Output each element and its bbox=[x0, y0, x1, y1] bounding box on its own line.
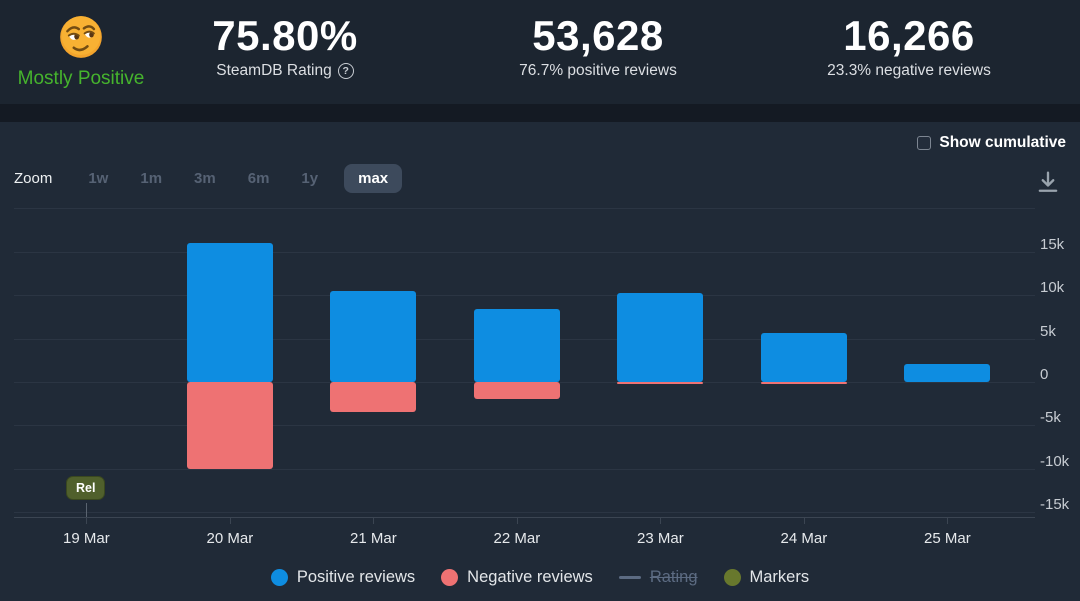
zoom-option-1w[interactable]: 1w bbox=[88, 170, 109, 187]
gridline bbox=[14, 295, 1035, 297]
legend-item-markers[interactable]: Markers bbox=[723, 568, 810, 587]
zoom-option-3m[interactable]: 3m bbox=[194, 170, 216, 187]
y-axis-label: -5k bbox=[1040, 409, 1061, 427]
review-chart-panel: Show cumulative Zoom 1w 1m 3m 6m 1y max … bbox=[0, 122, 1080, 601]
rating-summary: Mostly Positive bbox=[6, 14, 156, 90]
legend-label: Markers bbox=[749, 568, 810, 586]
x-axis-label: 19 Mar bbox=[63, 530, 110, 547]
gridline bbox=[14, 468, 1035, 470]
y-axis-label: -10k bbox=[1040, 452, 1070, 470]
x-axis-label: 21 Mar bbox=[350, 530, 397, 547]
x-axis-line bbox=[14, 517, 1035, 518]
y-axis-label: 0 bbox=[1040, 366, 1049, 383]
gridline bbox=[14, 251, 1035, 253]
y-axis-label: 15k bbox=[1040, 235, 1065, 253]
zoom-controls: Zoom 1w 1m 3m 6m 1y max bbox=[14, 164, 414, 193]
stat-positive-reviews: 53,628 76.7% positive reviews bbox=[438, 14, 758, 80]
stat-negative-reviews: 16,266 23.3% negative reviews bbox=[749, 14, 1069, 80]
smirking-face-emoji-icon bbox=[58, 14, 104, 60]
x-axis-tick bbox=[229, 518, 231, 524]
gridline bbox=[14, 425, 1035, 427]
negative-series-dot-icon bbox=[441, 569, 459, 586]
positive-reviews-count: 53,628 bbox=[532, 12, 664, 59]
x-axis-tick bbox=[947, 518, 949, 524]
steamdb-rating-label: SteamDB Rating ? bbox=[125, 62, 445, 80]
x-axis-tick bbox=[803, 518, 805, 524]
bar-positive[interactable] bbox=[904, 364, 991, 382]
download-icon[interactable] bbox=[1034, 168, 1062, 196]
legend-item-positive-reviews[interactable]: Positive reviews bbox=[270, 568, 416, 587]
positive-series-dot-icon bbox=[270, 569, 288, 586]
show-cumulative-checkbox[interactable] bbox=[917, 136, 932, 150]
x-axis-tick bbox=[373, 518, 375, 524]
zoom-option-max[interactable]: max bbox=[344, 164, 403, 193]
zoom-option-6m[interactable]: 6m bbox=[247, 170, 270, 187]
markers-series-dot-icon bbox=[723, 569, 741, 586]
x-axis-label: 25 Mar bbox=[924, 530, 971, 547]
legend-label: Rating bbox=[649, 568, 698, 586]
bar-negative[interactable] bbox=[473, 382, 560, 400]
help-icon[interactable]: ? bbox=[337, 63, 354, 79]
zoom-option-1m[interactable]: 1m bbox=[140, 170, 163, 187]
gridline bbox=[14, 208, 1035, 210]
x-axis-tick bbox=[516, 518, 518, 524]
bar-positive[interactable] bbox=[186, 243, 273, 382]
y-axis-label: 5k bbox=[1040, 322, 1056, 340]
x-axis-label: 23 Mar bbox=[637, 530, 684, 547]
x-axis-label: 24 Mar bbox=[780, 530, 828, 547]
bar-positive[interactable] bbox=[330, 290, 417, 382]
show-cumulative-toggle[interactable]: Show cumulative bbox=[917, 134, 1066, 152]
zoom-title: Zoom bbox=[14, 170, 53, 187]
bar-negative[interactable] bbox=[760, 382, 847, 384]
bar-positive[interactable] bbox=[617, 292, 704, 382]
negative-reviews-label: 23.3% negative reviews bbox=[827, 62, 991, 79]
chart-legend: Positive reviews Negative reviews Rating… bbox=[0, 568, 1080, 587]
bar-positive[interactable] bbox=[473, 309, 560, 382]
bar-negative[interactable] bbox=[330, 382, 417, 413]
release-marker-badge[interactable]: Rel bbox=[66, 476, 106, 500]
legend-label: Positive reviews bbox=[296, 568, 416, 586]
steamdb-rating-value: 75.80% bbox=[212, 12, 358, 59]
release-marker-stem bbox=[86, 503, 87, 517]
bar-positive[interactable] bbox=[760, 332, 847, 382]
positive-reviews-label: 76.7% positive reviews bbox=[519, 62, 677, 79]
x-axis-label: 20 Mar bbox=[206, 530, 254, 547]
gridline bbox=[14, 512, 1035, 514]
legend-item-rating[interactable]: Rating bbox=[618, 568, 698, 587]
summary-header: Mostly Positive 75.80% SteamDB Rating ? … bbox=[0, 0, 1080, 104]
bar-negative[interactable] bbox=[617, 382, 704, 385]
negative-reviews-count: 16,266 bbox=[843, 12, 975, 59]
y-axis-label: -15k bbox=[1040, 496, 1070, 514]
x-axis-tick bbox=[86, 518, 88, 524]
header-divider bbox=[0, 104, 1080, 122]
show-cumulative-label: Show cumulative bbox=[939, 134, 1066, 151]
x-axis-tick bbox=[660, 518, 662, 524]
legend-label: Negative reviews bbox=[467, 568, 593, 586]
stat-steamdb-rating: 75.80% SteamDB Rating ? bbox=[125, 14, 445, 80]
legend-item-negative-reviews[interactable]: Negative reviews bbox=[441, 568, 593, 587]
rating-series-dash-icon bbox=[618, 576, 641, 579]
zoom-option-1y[interactable]: 1y bbox=[301, 170, 319, 187]
bar-negative[interactable] bbox=[186, 382, 273, 469]
y-axis-label: 10k bbox=[1040, 279, 1065, 297]
rating-summary-label: Mostly Positive bbox=[17, 68, 145, 89]
x-axis-label: 22 Mar bbox=[493, 530, 541, 547]
